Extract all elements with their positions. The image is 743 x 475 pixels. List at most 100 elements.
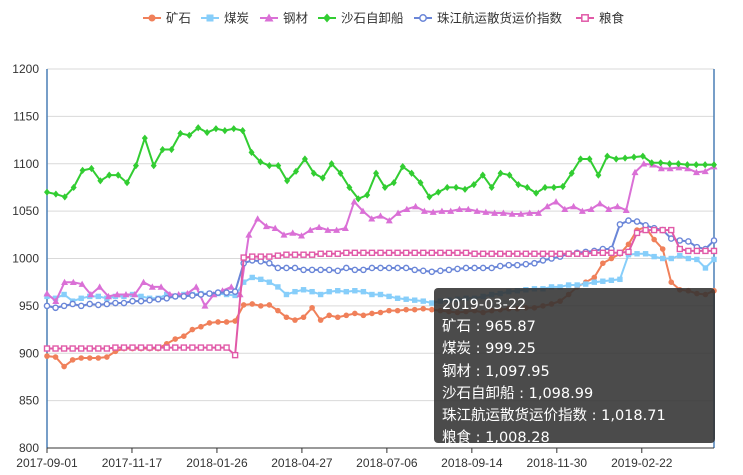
- data-point: [659, 226, 666, 234]
- data-point: [377, 212, 384, 219]
- data-point: [317, 266, 324, 274]
- data-point: [343, 288, 349, 295]
- data-point: [522, 260, 530, 268]
- data-point: [412, 202, 420, 210]
- data-point: [428, 268, 436, 276]
- data-point: [164, 291, 170, 298]
- data-point: [583, 281, 589, 287]
- data-point: [95, 355, 102, 361]
- data-point: [642, 226, 649, 234]
- data-point: [52, 297, 60, 304]
- data-point: [154, 295, 162, 303]
- data-point: [337, 169, 344, 177]
- data-point: [381, 183, 388, 192]
- data-point: [300, 251, 307, 258]
- data-point: [429, 306, 435, 313]
- data-point: [630, 153, 637, 161]
- data-point: [514, 261, 521, 269]
- data-point: [369, 310, 375, 317]
- data-point: [163, 294, 171, 302]
- data-point: [622, 206, 630, 213]
- data-point: [445, 266, 453, 274]
- data-point: [578, 207, 586, 214]
- legend-label: 沙石自卸船: [341, 11, 404, 26]
- data-point: [138, 293, 144, 300]
- data-point: [104, 292, 112, 300]
- data-point: [137, 344, 145, 351]
- data-point: [44, 188, 50, 196]
- data-point: [52, 345, 59, 352]
- data-point: [684, 161, 691, 169]
- data-point: [386, 293, 392, 300]
- data-point: [333, 226, 341, 233]
- data-point: [106, 171, 113, 179]
- data-point: [497, 169, 504, 177]
- data-point: [197, 291, 205, 298]
- data-point: [616, 221, 624, 228]
- data-point: [310, 169, 317, 177]
- y-tick-label: 1200: [12, 62, 39, 76]
- data-point: [231, 288, 239, 295]
- data-point: [684, 164, 692, 172]
- data-point: [561, 205, 569, 213]
- data-point: [479, 171, 486, 179]
- y-tick-label: 900: [19, 346, 39, 360]
- data-point: [335, 288, 341, 294]
- data-point: [308, 251, 316, 258]
- data-point: [197, 344, 205, 351]
- data-point: [284, 177, 291, 185]
- data-point: [438, 207, 446, 214]
- legend-label: 煤炭: [224, 12, 249, 26]
- y-tick-label: 1100: [13, 157, 39, 171]
- tooltip: 2019-03-22 矿石 : 965.87 煤炭 : 999.25 钢材 : …: [434, 288, 715, 446]
- data-point: [650, 226, 658, 234]
- data-point: [97, 177, 104, 185]
- data-point: [651, 253, 657, 260]
- data-point: [95, 293, 102, 300]
- data-point: [604, 152, 611, 160]
- data-point: [201, 302, 209, 309]
- data-point: [146, 344, 153, 351]
- data-point: [622, 154, 629, 162]
- data-point: [103, 300, 111, 308]
- y-tick-label: 850: [19, 394, 39, 408]
- data-point: [573, 250, 581, 257]
- data-point: [223, 344, 230, 351]
- data-point: [177, 129, 184, 138]
- data-point: [605, 205, 613, 213]
- data-point: [280, 231, 288, 238]
- data-point: [146, 296, 153, 304]
- data-point: [52, 190, 59, 198]
- data-point: [95, 301, 102, 309]
- data-point: [666, 160, 673, 168]
- data-point: [245, 231, 253, 238]
- data-point: [61, 291, 67, 298]
- data-point: [172, 344, 179, 351]
- data-point: [292, 317, 298, 323]
- data-point: [444, 183, 451, 192]
- data-point: [659, 255, 666, 262]
- data-point: [639, 152, 646, 160]
- data-point: [543, 202, 551, 210]
- data-point: [204, 128, 211, 137]
- data-point: [548, 284, 555, 290]
- data-point: [227, 283, 235, 290]
- data-point: [453, 183, 460, 192]
- data-point: [334, 267, 342, 275]
- tooltip-row-index: 珠江航运散货运价指数 : 1,018.71: [442, 408, 666, 425]
- data-point: [574, 282, 580, 288]
- data-point: [692, 168, 700, 176]
- data-point: [464, 205, 472, 213]
- data-point: [508, 210, 516, 217]
- data-point: [341, 224, 349, 231]
- data-point: [43, 302, 51, 310]
- data-point: [300, 314, 307, 321]
- data-point: [212, 125, 219, 133]
- data-point: [309, 304, 315, 311]
- data-point: [651, 236, 657, 243]
- data-point: [129, 344, 136, 351]
- data-point: [586, 155, 593, 163]
- data-point: [96, 283, 104, 290]
- data-point: [437, 267, 444, 275]
- data-point: [308, 266, 316, 274]
